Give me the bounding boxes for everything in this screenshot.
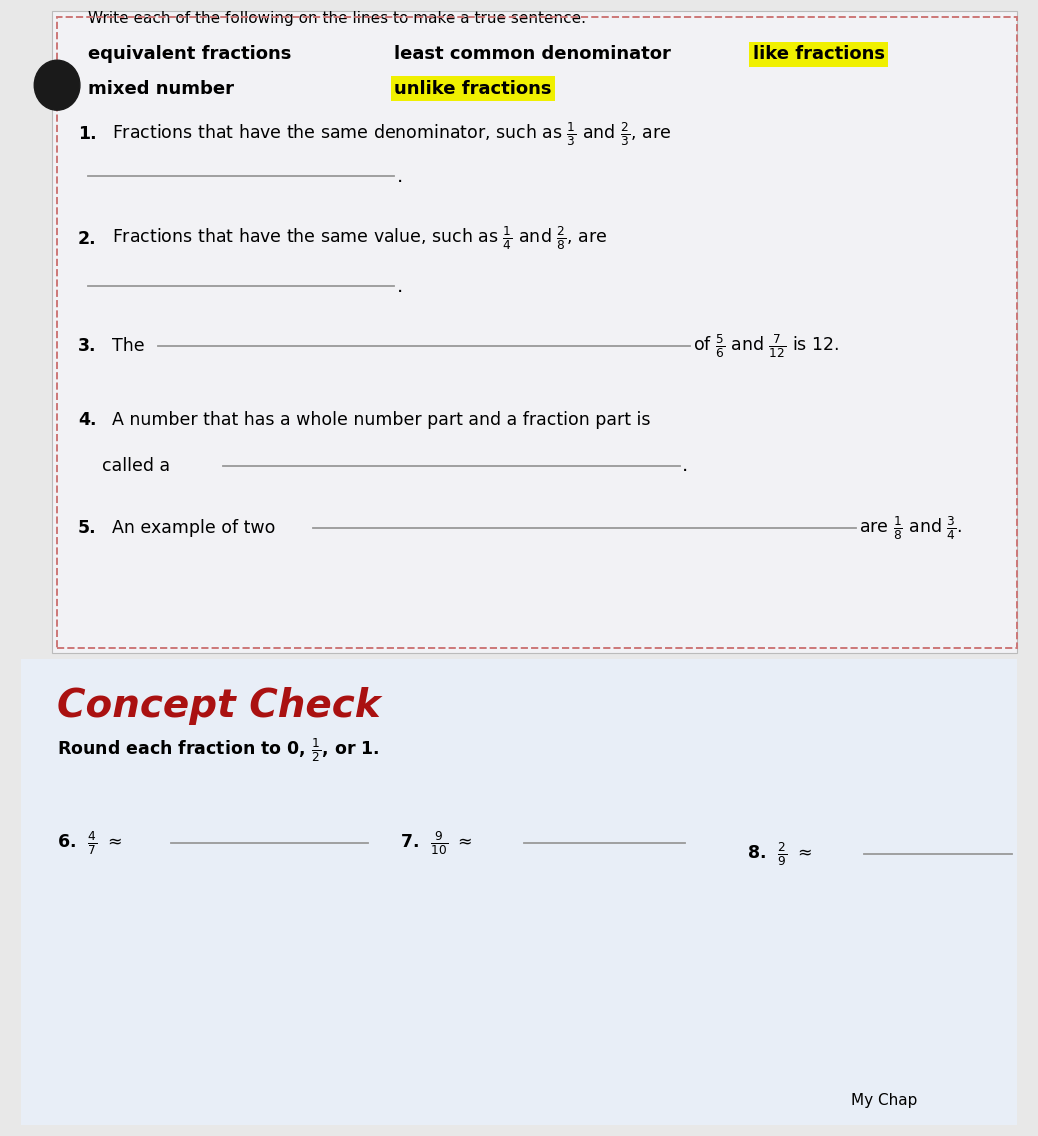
- Text: unlike fractions: unlike fractions: [394, 80, 552, 98]
- Text: .: .: [397, 167, 403, 185]
- Text: Write each of the following on the lines to make a true sentence.: Write each of the following on the lines…: [88, 11, 586, 26]
- Text: 6.  $\frac{4}{7}$ $\approx$: 6. $\frac{4}{7}$ $\approx$: [57, 829, 121, 857]
- Text: The: The: [112, 337, 144, 356]
- Text: of $\frac{5}{6}$ and $\frac{7}{12}$ is 12.: of $\frac{5}{6}$ and $\frac{7}{12}$ is 1…: [693, 333, 840, 360]
- Text: .: .: [682, 457, 688, 475]
- Text: are $\frac{1}{8}$ and $\frac{3}{4}$.: are $\frac{1}{8}$ and $\frac{3}{4}$.: [859, 515, 962, 542]
- Text: A number that has a whole number part and a fraction part is: A number that has a whole number part an…: [112, 411, 651, 429]
- Text: Fractions that have the same value, such as $\frac{1}{4}$ and $\frac{2}{8}$, are: Fractions that have the same value, such…: [112, 225, 607, 252]
- Text: .: .: [397, 277, 403, 295]
- Circle shape: [34, 60, 80, 110]
- Text: 4.: 4.: [78, 411, 97, 429]
- Text: My Chap: My Chap: [851, 1093, 918, 1108]
- Text: 5.: 5.: [78, 519, 97, 537]
- Text: 3.: 3.: [78, 337, 97, 356]
- Text: 2.: 2.: [78, 229, 97, 248]
- Text: Round each fraction to 0, $\frac{1}{2}$, or 1.: Round each fraction to 0, $\frac{1}{2}$,…: [57, 736, 380, 763]
- Text: 1.: 1.: [78, 125, 97, 143]
- Text: 8.  $\frac{2}{9}$ $\approx$: 8. $\frac{2}{9}$ $\approx$: [747, 841, 812, 868]
- FancyBboxPatch shape: [52, 11, 1017, 653]
- Text: Fractions that have the same denominator, such as $\frac{1}{3}$ and $\frac{2}{3}: Fractions that have the same denominator…: [112, 120, 672, 148]
- Text: called a: called a: [102, 457, 170, 475]
- Text: mixed number: mixed number: [88, 80, 235, 98]
- Text: An example of two: An example of two: [112, 519, 275, 537]
- Text: Concept Check: Concept Check: [57, 687, 381, 725]
- Text: equivalent fractions: equivalent fractions: [88, 45, 292, 64]
- Text: least common denominator: least common denominator: [394, 45, 672, 64]
- Text: like fractions: like fractions: [753, 45, 884, 64]
- FancyBboxPatch shape: [21, 659, 1017, 1125]
- Text: 7.  $\frac{9}{10}$ $\approx$: 7. $\frac{9}{10}$ $\approx$: [400, 829, 472, 857]
